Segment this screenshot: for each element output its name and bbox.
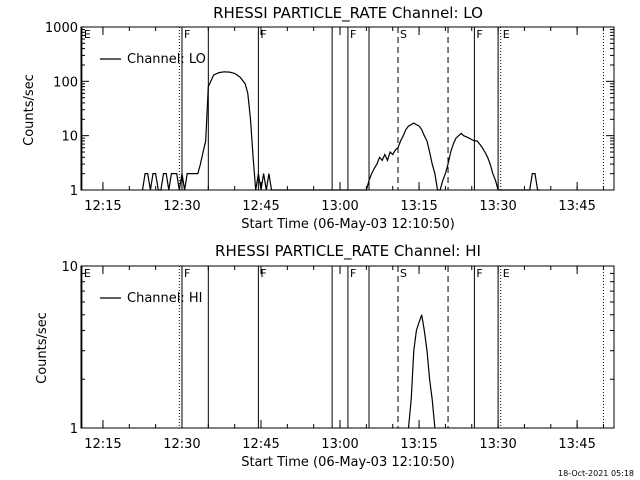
lo-xtick-label-6: 13:45	[558, 199, 595, 214]
hi-xtick-label-3: 13:00	[321, 437, 358, 452]
hi-xtick-label-0: 12:15	[84, 437, 121, 452]
lo-legend: Channel: LO	[100, 52, 206, 67]
hi-marker-label-10: F	[476, 267, 482, 280]
hi-xtick-label-4: 13:15	[400, 437, 437, 452]
hi-ytick-label-0: 1	[70, 422, 78, 437]
hi-x-ticks: 12:15 12:30 12:45 13:00 13:15 13:30 13:45	[84, 266, 604, 452]
lo-xtick-label-2: 12:45	[242, 199, 279, 214]
lo-ytick-label-0: 1	[70, 184, 78, 199]
lo-x-ticks: 12:15 12:30 12:45 13:00 13:15 13:30 13:45	[84, 27, 604, 214]
lo-xtick-label-1: 12:30	[163, 199, 200, 214]
hi-legend-label: Channel: HI	[127, 291, 203, 306]
hi-xtick-label-5: 13:30	[479, 437, 516, 452]
hi-marker-label-2: F	[184, 267, 190, 280]
hi-legend: Channel: HI	[100, 291, 203, 306]
lo-ytick-label-2: 100	[53, 75, 78, 90]
lo-marker-label-10: F	[476, 28, 482, 41]
lo-xtick-label-0: 12:15	[84, 199, 121, 214]
lo-legend-label: Channel: LO	[127, 52, 206, 67]
hi-marker-label-0: E	[84, 267, 91, 280]
print-timestamp: 18-Oct-2021 05:18	[558, 469, 634, 478]
lo-marker-label-0: E	[84, 28, 91, 41]
hi-marker-label-4: F	[260, 267, 266, 280]
lo-plot-frame	[80, 26, 615, 191]
hi-x-axis-label: Start Time (06-May-03 12:10:50)	[241, 455, 455, 470]
lo-series-group	[141, 71, 541, 191]
hi-series-line-0	[407, 314, 436, 429]
hi-xtick-label-1: 12:30	[163, 437, 200, 452]
lo-chart-title: RHESSI PARTICLE_RATE Channel: LO	[213, 4, 483, 23]
hi-ytick-label-1: 10	[61, 260, 78, 275]
hi-channel-panel: RHESSI PARTICLE_RATE Channel: HI Start T…	[35, 242, 615, 470]
lo-xtick-label-5: 13:30	[479, 199, 516, 214]
hi-xtick-label-2: 12:45	[242, 437, 279, 452]
hi-xtick-label-6: 13:45	[558, 437, 595, 452]
lo-y-ticks: 1 10 100 1000	[45, 21, 614, 199]
lo-marker-label-6: F	[350, 28, 356, 41]
lo-x-axis-label: Start Time (06-May-03 12:10:50)	[241, 217, 455, 232]
lo-marker-label-2: F	[184, 28, 190, 41]
hi-marker-label-12: E	[503, 267, 510, 280]
hi-chart-title: RHESSI PARTICLE_RATE Channel: HI	[215, 242, 481, 261]
lo-channel-panel: RHESSI PARTICLE_RATE Channel: LO Start T…	[22, 4, 615, 232]
hi-plot-frame	[80, 265, 615, 429]
hi-marker-label-6: F	[350, 267, 356, 280]
lo-marker-label-4: F	[260, 28, 266, 41]
lo-xtick-label-4: 13:15	[400, 199, 437, 214]
lo-y-axis-label: Counts/sec	[22, 74, 37, 146]
lo-ytick-label-3: 1000	[45, 21, 78, 36]
lo-marker-label-12: E	[503, 28, 510, 41]
lo-marker-label-8: S	[400, 28, 407, 41]
lo-ytick-label-1: 10	[61, 130, 78, 145]
hi-marker-label-8: S	[400, 267, 407, 280]
lo-series-line-0	[141, 71, 541, 191]
hi-series-group	[407, 314, 436, 429]
hi-y-axis-label: Counts/sec	[35, 312, 50, 384]
lo-xtick-label-3: 13:00	[321, 199, 358, 214]
